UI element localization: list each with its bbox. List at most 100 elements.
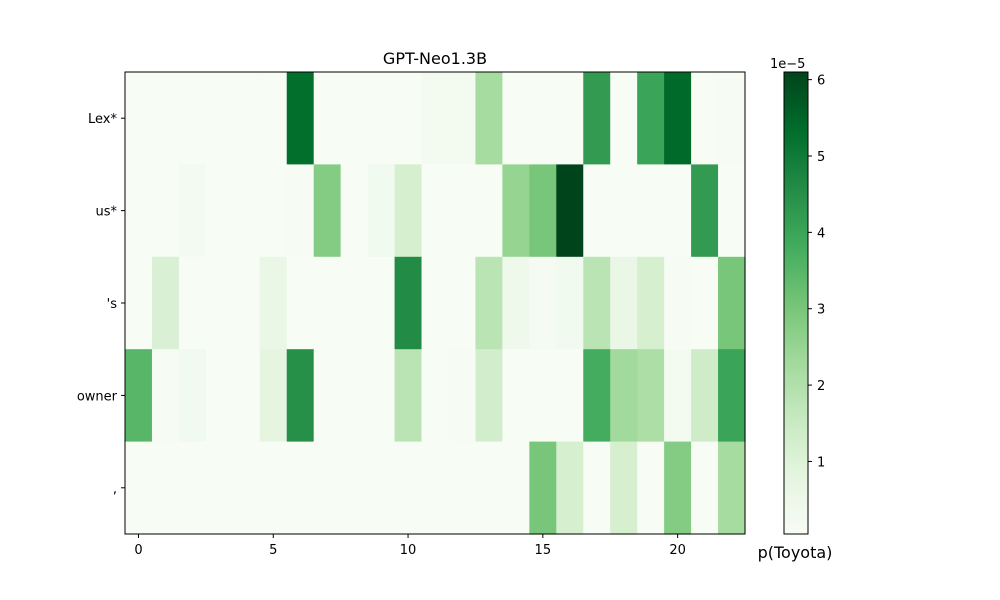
heatmap-cell [475, 349, 503, 443]
heatmap-cell [502, 349, 530, 443]
colorbar-tick-label: 4 [817, 226, 825, 241]
chart-title: GPT-Neo1.3B [383, 49, 487, 68]
heatmap-cell [394, 441, 423, 535]
heatmap-cell [502, 441, 530, 535]
heatmap-cell [502, 72, 530, 165]
heatmap-cell [232, 349, 261, 443]
heatmap-cell [232, 256, 261, 350]
heatmap-cell [313, 164, 342, 258]
x-tick-label: 20 [669, 543, 686, 558]
heatmap-cell [583, 72, 611, 165]
heatmap-cell [340, 441, 369, 535]
heatmap-cell [313, 441, 342, 535]
heatmap-cell [610, 349, 638, 443]
heatmap-cell [583, 164, 611, 258]
heatmap-cell [718, 164, 746, 258]
heatmap-cell [718, 72, 746, 165]
heatmap-cell [691, 349, 719, 443]
heatmap-cell [178, 441, 207, 535]
heatmap-cell [394, 349, 423, 443]
heatmap-cell [178, 164, 207, 258]
heatmap-cell [583, 349, 611, 443]
heatmap-cell [367, 256, 396, 350]
heatmap-cell [313, 72, 342, 165]
heatmap-cell [421, 256, 450, 350]
heatmap-cell [529, 72, 557, 165]
heatmap-cell [340, 72, 369, 165]
heatmap-cell [529, 256, 557, 350]
heatmap-cell [367, 349, 396, 443]
heatmap-cell [664, 72, 692, 165]
heatmap-cell [151, 349, 180, 443]
heatmap-cell [367, 441, 396, 535]
heatmap-cell [610, 164, 638, 258]
x-tick-label: 10 [400, 543, 417, 558]
heatmap-cell [529, 164, 557, 258]
heatmap-cell [394, 256, 423, 350]
heatmap-cell [637, 441, 665, 535]
heatmap-cell [610, 72, 638, 165]
heatmap-cell [475, 256, 503, 350]
heatmap-cell [125, 164, 153, 258]
y-tick-label: Lex* [88, 112, 117, 127]
heatmap-cell [718, 349, 746, 443]
heatmap-cell [205, 72, 234, 165]
colorbar-tick-label: 1 [817, 455, 825, 470]
heatmap-cell [286, 256, 315, 350]
heatmap-cell [583, 256, 611, 350]
colorbar-label: p(Toyota) [758, 543, 833, 562]
heatmap-cell [313, 349, 342, 443]
heatmap-cell [637, 256, 665, 350]
heatmap-cell [664, 256, 692, 350]
x-axis: 0 5 10 15 20 [134, 534, 686, 558]
colorbar-tick-label: 6 [817, 74, 825, 89]
heatmap-cells [125, 72, 746, 535]
x-tick-label: 0 [134, 543, 142, 558]
heatmap-cell [232, 164, 261, 258]
heatmap-cell [529, 441, 557, 535]
heatmap-cell [125, 72, 153, 165]
heatmap-cell [556, 164, 584, 258]
heatmap-cell [637, 349, 665, 443]
heatmap-cell [259, 72, 288, 165]
heatmap-cell [125, 349, 153, 443]
heatmap-cell [448, 256, 477, 350]
heatmap-cell [151, 256, 180, 350]
heatmap-cell [421, 72, 450, 165]
heatmap-cell [502, 256, 530, 350]
y-tick-label: us* [95, 205, 117, 220]
heatmap-cell [664, 164, 692, 258]
heatmap-cell [448, 349, 477, 443]
heatmap-cell [556, 349, 584, 443]
heatmap-cell [259, 441, 288, 535]
heatmap-cell [125, 441, 153, 535]
heatmap-cell [691, 256, 719, 350]
colorbar-tick-label: 5 [817, 150, 825, 165]
heatmap-cell [340, 164, 369, 258]
heatmap-cell [718, 441, 746, 535]
heatmap-cell [178, 72, 207, 165]
heatmap-cell [718, 256, 746, 350]
heatmap-cell [421, 441, 450, 535]
heatmap-cell [691, 441, 719, 535]
heatmap-cell [340, 256, 369, 350]
heatmap-cell [286, 441, 315, 535]
heatmap-cell [610, 441, 638, 535]
heatmap-cell [259, 349, 288, 443]
heatmap-cell [232, 441, 261, 535]
colorbar-scale-text: 1e−5 [770, 57, 805, 72]
colorbar [783, 71, 809, 535]
heatmap-cell [232, 72, 261, 165]
x-tick-label: 5 [269, 543, 277, 558]
heatmap-cell [259, 256, 288, 350]
heatmap-cell [367, 72, 396, 165]
heatmap-cell [151, 441, 180, 535]
heatmap-cell [286, 72, 315, 165]
heatmap-cell [205, 256, 234, 350]
y-tick-label: 's [107, 297, 118, 312]
y-axis: Lex* us* 's owner, [77, 112, 125, 497]
heatmap-cell [664, 441, 692, 535]
heatmap-cell [340, 349, 369, 443]
heatmap-cell [313, 256, 342, 350]
